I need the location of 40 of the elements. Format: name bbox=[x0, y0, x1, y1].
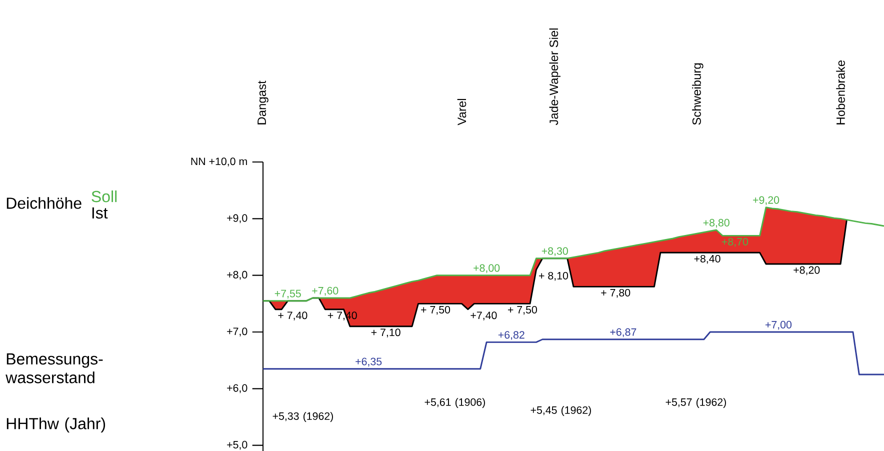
annotation: +5,33 (1962) bbox=[272, 412, 333, 422]
data-label: + 8,10 bbox=[539, 272, 568, 281]
y-tick-label: +7,0 bbox=[227, 328, 248, 336]
data-label: +6,35 bbox=[356, 358, 382, 367]
data-label: + 7,50 bbox=[421, 306, 450, 315]
data-label: +8,70 bbox=[722, 238, 748, 247]
data-label: +6,87 bbox=[610, 328, 636, 338]
text: Bemessungs- wasserstand bbox=[6, 353, 103, 384]
data-label: + 7,80 bbox=[601, 288, 630, 298]
annotation: +5,57 (1962) bbox=[666, 398, 726, 408]
annotation: +5,61 (1906) bbox=[424, 398, 485, 408]
text: Deichhöhe bbox=[6, 197, 82, 209]
data-label: +6,82 bbox=[498, 331, 524, 340]
data-label: + 7,50 bbox=[508, 306, 537, 315]
text: Soll bbox=[92, 190, 117, 202]
text: HHThw (Jahr) bbox=[6, 418, 106, 432]
x-tick-label: Hobenbrake bbox=[836, 60, 845, 124]
data-label: +8,30 bbox=[542, 247, 568, 256]
data-label: + 7,40 bbox=[278, 312, 308, 320]
y-tick-label: NN +10,0 m bbox=[191, 158, 247, 166]
data-label: +7,00 bbox=[765, 320, 792, 330]
x-tick-label: Varel bbox=[457, 98, 466, 126]
data-label: +7,60 bbox=[312, 286, 338, 296]
x-tick-label: Dangast bbox=[258, 80, 268, 124]
data-label: +9,20 bbox=[753, 196, 780, 206]
x-tick-label: Jade-Wapeler Siel bbox=[549, 28, 560, 126]
x-tick-label: Schweiburg bbox=[692, 63, 704, 125]
data-label: +7,55 bbox=[274, 290, 301, 299]
y-tick-label: +9,0 bbox=[227, 214, 248, 224]
data-label: +8,80 bbox=[703, 218, 730, 228]
data-label: +8,00 bbox=[474, 264, 500, 274]
data-label: +8,40 bbox=[694, 254, 720, 264]
text: Ist bbox=[92, 207, 108, 219]
y-tick-label: +6,0 bbox=[227, 384, 248, 394]
y-tick-label: +8,0 bbox=[227, 270, 248, 280]
data-label: +8,20 bbox=[794, 266, 820, 276]
data-label: +7,40 bbox=[470, 312, 497, 320]
data-label: + 7,10 bbox=[371, 328, 400, 338]
y-tick-label: +5,0 bbox=[227, 440, 248, 450]
annotation: +5,45 (1962) bbox=[530, 406, 591, 416]
